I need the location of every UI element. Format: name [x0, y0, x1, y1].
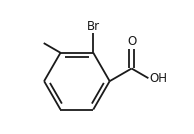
Text: O: O — [127, 35, 136, 48]
Text: Br: Br — [87, 20, 100, 33]
Text: OH: OH — [150, 72, 168, 85]
